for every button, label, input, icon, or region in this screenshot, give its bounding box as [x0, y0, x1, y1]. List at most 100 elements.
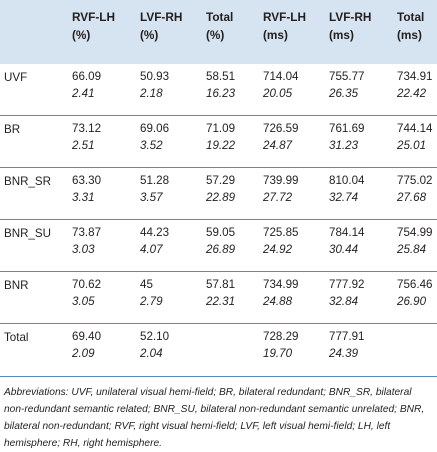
cell-mean: 777.92	[329, 278, 365, 291]
header-line: RVF-LH	[263, 10, 307, 24]
table-cell: 734.99 24.88	[259, 271, 325, 324]
cell-sd: 22.31	[206, 295, 236, 308]
cell-sd: 3.05	[72, 295, 95, 308]
table-cell: 45 2.79	[136, 271, 202, 324]
header-line: LVF-RH	[329, 10, 372, 24]
header-line: (ms)	[263, 28, 288, 42]
table-cell: 726.59 24.87	[259, 115, 325, 168]
cell-sd: 31.23	[329, 139, 359, 152]
cell-mean: 775.02	[397, 174, 433, 187]
table-cell: 52.10 2.04	[136, 323, 202, 376]
table-cell: 73.87 3.03	[68, 219, 136, 272]
cell-sd: 2.79	[140, 295, 163, 308]
cell-sd: 16.23	[206, 87, 236, 100]
table-cell: 714.04 20.05	[259, 64, 325, 116]
cell-sd: 19.22	[206, 139, 236, 152]
cell-sd: 2.09	[72, 347, 95, 360]
abbreviations-footnote: Abbreviations: UVF, unilateral visual he…	[0, 376, 437, 452]
cell-mean: 744.14	[397, 122, 433, 135]
cell-mean: 58.51	[206, 70, 236, 83]
cell-mean: 51.28	[140, 174, 170, 187]
cell-sd: 26.90	[397, 295, 427, 308]
cell-sd: 24.92	[263, 243, 293, 256]
table-cell: 756.46 26.90	[393, 271, 437, 324]
cell-mean: 44.23	[140, 226, 170, 239]
cell-sd: 32.74	[329, 191, 359, 204]
header-line: (ms)	[397, 28, 422, 42]
cell-mean: 52.10	[140, 330, 170, 343]
table-row: Total 69.40 2.09 52.10 2.04 728.29 19.70 777.91…	[0, 323, 437, 376]
table-cell: 761.69 31.23	[325, 115, 393, 168]
cell-sd: 2.41	[72, 87, 95, 100]
header-cell-total-ms: Total (ms)	[393, 0, 437, 64]
cell-sd: 2.18	[140, 87, 163, 100]
cell-mean: 756.46	[397, 278, 433, 291]
table-cell: 744.14 25.01	[393, 115, 437, 168]
table-cell: 44.23 4.07	[136, 219, 202, 272]
header-line: (%)	[206, 28, 225, 42]
cell-sd: 24.88	[263, 295, 293, 308]
table-cell: 754.99 25.84	[393, 219, 437, 272]
header-line: LVF-RH	[140, 10, 183, 24]
table-cell: 57.81 22.31	[202, 271, 259, 324]
row-label: BNR_SR	[0, 167, 68, 220]
cell-mean: 726.59	[263, 122, 299, 135]
cell-mean: 71.09	[206, 122, 236, 135]
row-label: UVF	[4, 71, 28, 84]
table-cell: 725.85 24.92	[259, 219, 325, 272]
cell-sd: 2.04	[140, 347, 163, 360]
cell-sd: 3.57	[140, 191, 163, 204]
cell-mean: 754.99	[397, 226, 433, 239]
table-cell: 810.04 32.74	[325, 167, 393, 220]
table-row: BNR_SR 63.30 3.31 51.28 3.57 57.29 22.89 739.99…	[0, 167, 437, 220]
cell-sd: 26.89	[206, 243, 236, 256]
cell-sd: 22.89	[206, 191, 236, 204]
table-cell: 59.05 26.89	[202, 219, 259, 272]
cell-mean: 810.04	[329, 174, 365, 187]
cell-sd: 27.72	[263, 191, 293, 204]
cell-mean: 725.85	[263, 226, 299, 239]
cell-sd: 25.84	[397, 243, 427, 256]
cell-sd: 25.01	[397, 139, 427, 152]
header-line: (ms)	[329, 28, 354, 42]
table-cell: 50.93 2.18	[136, 64, 202, 116]
table-cell: 777.91 24.39	[325, 323, 393, 376]
header-line: Total	[397, 10, 425, 24]
table-cell	[202, 323, 259, 376]
cell-sd: 30.44	[329, 243, 359, 256]
table-cell: 734.91 22.42	[393, 64, 437, 116]
table-row: BR 73.12 2.51 69.06 3.52 71.09 19.22 726.59 24.8…	[0, 115, 437, 168]
cell-mean: 69.06	[140, 122, 170, 135]
table-cell: 69.40 2.09	[68, 323, 136, 376]
table-cell: 70.62 3.05	[68, 271, 136, 324]
cell-sd: 26.35	[329, 87, 359, 100]
row-label: BR	[0, 115, 68, 168]
table-cell: 58.51 16.23	[202, 64, 259, 116]
header-cell-blank	[0, 0, 68, 64]
table-cell: 73.12 2.51	[68, 115, 136, 168]
cell-sd: 3.31	[72, 191, 95, 204]
cell-mean: 714.04	[263, 70, 299, 83]
cell-sd: 24.87	[263, 139, 293, 152]
cell-mean: 777.91	[329, 330, 365, 343]
header-line: Total	[206, 10, 234, 24]
cell-mean: 57.81	[206, 278, 236, 291]
table-cell: 51.28 3.57	[136, 167, 202, 220]
cell-mean: 45	[140, 278, 153, 291]
table-cell: 739.99 27.72	[259, 167, 325, 220]
cell-mean: 761.69	[329, 122, 365, 135]
cell-mean: 755.77	[329, 70, 365, 83]
cell-mean: 73.12	[72, 122, 102, 135]
cell-sd: 24.39	[329, 347, 359, 360]
cell-mean: 59.05	[206, 226, 236, 239]
table-row: UVF 66.09 2.41 50.93 2.18 58.51 16.23 714.04 20.…	[0, 64, 437, 116]
cell-mean: 728.29	[263, 330, 299, 343]
header-line: (%)	[140, 28, 159, 42]
table-cell: 66.09 2.41	[68, 64, 136, 116]
cell-mean: 66.09	[72, 70, 102, 83]
table-body: UVF 66.09 2.41 50.93 2.18 58.51 16.23 714.04 20.…	[0, 64, 437, 376]
table-cell: 784.14 30.44	[325, 219, 393, 272]
table-cell: 57.29 22.89	[202, 167, 259, 220]
table-cell: 755.77 26.35	[325, 64, 393, 116]
